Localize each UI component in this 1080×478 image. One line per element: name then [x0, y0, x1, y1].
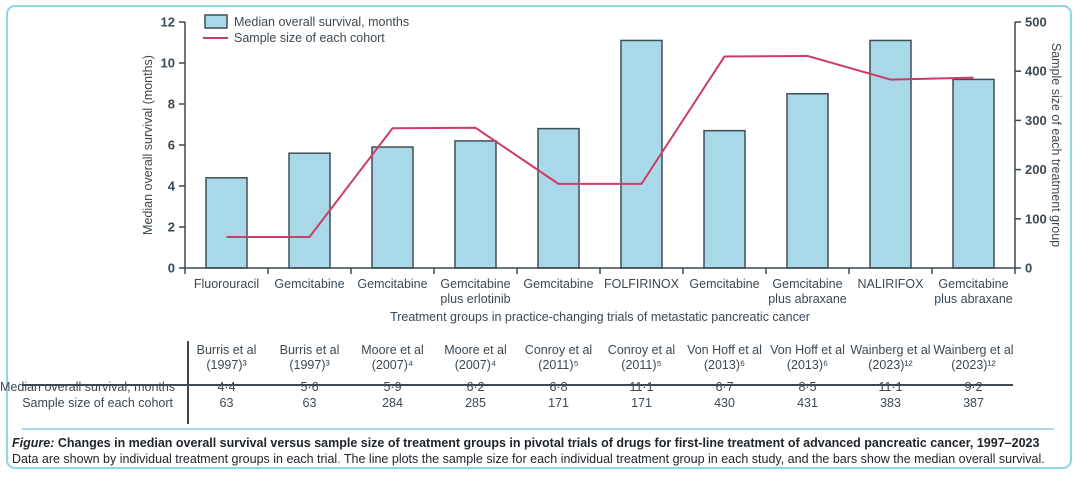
sample-size-value: 285: [465, 396, 486, 410]
sample-size-value: 284: [382, 396, 403, 410]
right-tick-label: 200: [1025, 162, 1047, 177]
sample-size-value: 430: [714, 396, 735, 410]
left-tick-label: 6: [168, 138, 175, 153]
category-label: Gemcitabine: [523, 277, 593, 291]
right-tick-label: 400: [1025, 64, 1047, 79]
left-tick-label: 2: [168, 220, 175, 235]
survival-value: 5·9: [383, 380, 402, 394]
survival-bar: [371, 146, 414, 269]
table-bottom-rule: [22, 428, 1054, 430]
survival-value: 6·7: [715, 380, 734, 394]
combo-chart: 0 2 4 6 8 10 12 0 100 200 300 400 500 Fluorouracil Gem…: [141, 14, 1063, 324]
survival-value: 11·1: [878, 380, 903, 394]
survival-value: 9·2: [964, 380, 983, 394]
caption-body: Data are shown by individual treatment g…: [12, 452, 1045, 466]
study-header: Burris et al (1997)³: [279, 343, 340, 372]
survival-value: 6·8: [549, 380, 568, 394]
sample-size-value: 431: [797, 396, 818, 410]
category-label: Gemcitabine: [357, 277, 427, 291]
caption-title: Figure: Changes in median overall surviv…: [12, 436, 1040, 450]
category-label: Gemcitabine: [689, 277, 759, 291]
table-vertical-divider: [187, 341, 189, 424]
survival-bar: [288, 152, 331, 269]
figure-caption: Figure: Changes in median overall surviv…: [12, 435, 1068, 467]
right-tick-label: 0: [1025, 261, 1032, 276]
category-label: Gemcitabine: [440, 277, 510, 291]
study-header: Conroy et al (2011)⁵: [607, 343, 676, 372]
table-header-row: Burris et al (1997)³ Burris et al (1997)³ Mo…: [0, 338, 1080, 373]
study-header: Wainberg et al (2023)¹²: [933, 343, 1014, 372]
study-header: Conroy et al (2011)⁵: [524, 343, 593, 372]
right-tick-label: 500: [1025, 15, 1047, 30]
survival-bar: [205, 177, 248, 269]
category-label: Gemcitabine: [274, 277, 344, 291]
survival-value: 5·6: [300, 380, 319, 394]
table-row: Median overall survival, months 4·4 5·6 5·9…: [0, 379, 1080, 395]
survival-bar: [786, 93, 829, 269]
sample-size-value: 63: [219, 396, 234, 410]
left-tick-label: 8: [168, 97, 175, 112]
survival-value: 11·1: [629, 380, 654, 394]
category-label: NALIRIFOX: [858, 277, 925, 291]
survival-bar: [952, 78, 995, 269]
study-header: Von Hoff et al (2013)⁶: [687, 343, 762, 372]
category-label: plus abraxane: [768, 292, 847, 306]
table-header-rule: [22, 384, 1013, 386]
table-corner-cell: [0, 338, 185, 373]
x-axis-title: Treatment groups in practice-changing tr…: [390, 310, 810, 324]
row-label-survival: Median overall survival, months: [0, 380, 176, 394]
figure-border-frame: [6, 5, 1072, 469]
right-axis-title: Sample size of each treatment group: [1049, 43, 1063, 247]
study-header: Wainberg et al (2023)¹²: [850, 343, 931, 372]
survival-bar: [537, 127, 580, 269]
category-label: Gemcitabine: [938, 277, 1008, 291]
row-label-sample: Sample size of each cohort: [22, 396, 173, 410]
data-table: Burris et al (1997)³ Burris et al (1997)³ Mo…: [0, 338, 1080, 430]
figure-label: Figure:: [12, 436, 55, 450]
sample-size-value: 171: [631, 396, 652, 410]
legend-line-label: Sample size of each cohort: [234, 31, 385, 45]
sample-size-value: 387: [963, 396, 984, 410]
category-label: plus erlotinib: [440, 292, 510, 306]
survival-value: 4·4: [217, 380, 236, 394]
legend-bar-label: Median overall survival, months: [234, 15, 409, 29]
left-tick-label: 10: [161, 56, 175, 71]
left-tick-label: 12: [161, 15, 175, 30]
study-header: Moore et al (2007)⁴: [444, 343, 507, 372]
survival-value: 6·2: [466, 380, 485, 394]
study-header: Burris et al (1997)³: [196, 343, 257, 372]
sample-size-value: 383: [880, 396, 901, 410]
category-label: FOLFIRINOX: [604, 277, 680, 291]
survival-value: 8·5: [798, 380, 817, 394]
category-label: Fluorouracil: [194, 277, 259, 291]
study-header: Von Hoff et al (2013)⁶: [770, 343, 845, 372]
right-tick-label: 300: [1025, 113, 1047, 128]
sample-size-value: 63: [302, 396, 317, 410]
right-tick-label: 100: [1025, 211, 1047, 226]
left-tick-label: 4: [168, 179, 176, 194]
sample-size-line: [226, 54, 974, 239]
sample-size-value: 171: [548, 396, 569, 410]
category-label: plus abraxane: [934, 292, 1013, 306]
table-row: Sample size of each cohort 63 63 284 285 171 1…: [0, 395, 1080, 411]
category-label: Gemcitabine: [772, 277, 842, 291]
survival-bar: [454, 140, 497, 269]
left-tick-label: 0: [168, 261, 175, 276]
survival-bar: [620, 39, 663, 269]
survival-bar: [703, 129, 746, 269]
legend-bar-swatch: [204, 14, 228, 29]
study-header: Moore et al (2007)⁴: [361, 343, 424, 372]
left-axis-title: Median overall survival (months): [141, 55, 155, 235]
